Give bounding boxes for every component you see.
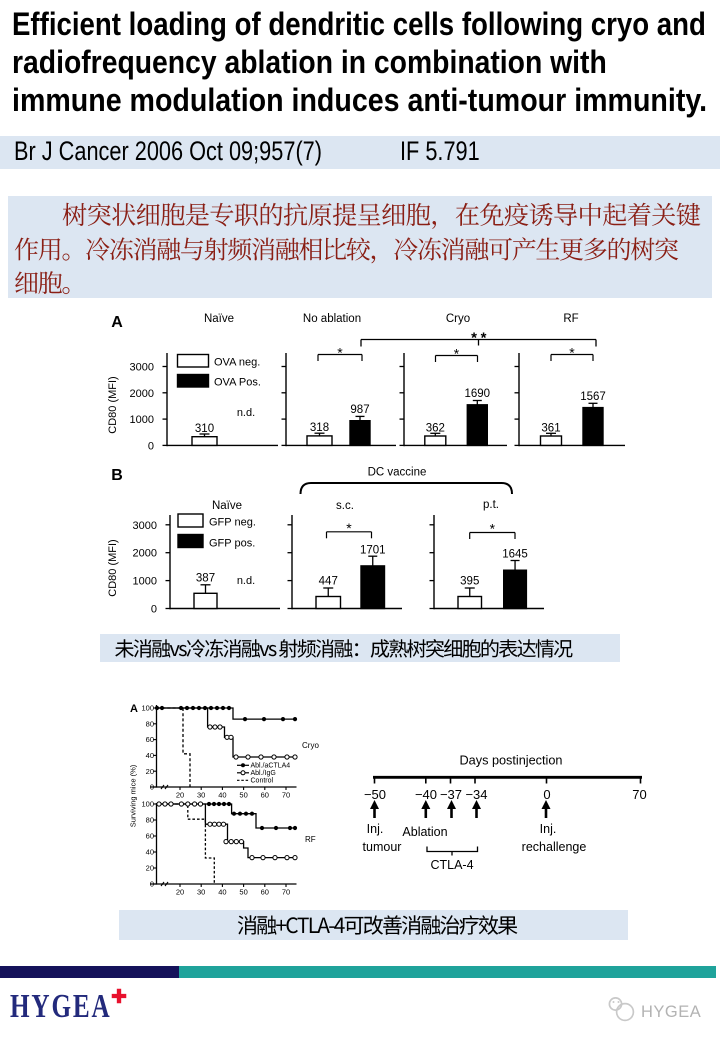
svg-text:1701: 1701 xyxy=(360,544,386,556)
svg-text:40: 40 xyxy=(218,888,226,896)
svg-text:60: 60 xyxy=(146,735,154,744)
svg-text:2000: 2000 xyxy=(133,548,157,560)
svg-text:OVA neg.: OVA neg. xyxy=(214,357,260,369)
svg-text:1000: 1000 xyxy=(130,414,154,426)
svg-text:80: 80 xyxy=(146,816,154,825)
svg-text:−37: −37 xyxy=(440,787,462,802)
svg-text:60: 60 xyxy=(146,832,154,841)
svg-text:987: 987 xyxy=(350,404,369,416)
svg-text:70: 70 xyxy=(632,787,646,802)
svg-text:20: 20 xyxy=(176,791,184,800)
svg-text:310: 310 xyxy=(195,423,214,435)
svg-text:0: 0 xyxy=(543,787,550,802)
svg-text:Abl./aCTLA4: Abl./aCTLA4 xyxy=(251,763,291,770)
svg-text:*: * xyxy=(346,520,352,536)
svg-text:A: A xyxy=(111,314,123,331)
svg-text:Cryo: Cryo xyxy=(302,741,319,750)
svg-text:1645: 1645 xyxy=(502,549,528,561)
svg-text:A: A xyxy=(130,703,138,715)
svg-text:Naïve: Naïve xyxy=(212,500,242,512)
svg-text:OVA Pos.: OVA Pos. xyxy=(214,377,261,389)
svg-text:60: 60 xyxy=(261,791,269,800)
svg-text:30: 30 xyxy=(197,888,205,896)
svg-text:40: 40 xyxy=(146,751,154,760)
svg-text:*: * xyxy=(490,521,496,537)
svg-text:20: 20 xyxy=(146,767,154,776)
svg-text:100: 100 xyxy=(141,704,154,713)
svg-text:CTLA-4: CTLA-4 xyxy=(430,858,473,872)
svg-text:Inj.: Inj. xyxy=(367,822,384,836)
svg-text:CD80 (MFI): CD80 (MFI) xyxy=(107,376,119,433)
svg-text:−50: −50 xyxy=(364,787,386,802)
svg-text:30: 30 xyxy=(197,791,205,800)
svg-text:50: 50 xyxy=(239,791,247,800)
svg-text:361: 361 xyxy=(541,422,560,434)
svg-text:GFP neg.: GFP neg. xyxy=(209,517,256,529)
svg-text:n.d.: n.d. xyxy=(237,407,255,419)
svg-text:Cryo: Cryo xyxy=(446,313,470,325)
svg-text:Naïve: Naïve xyxy=(204,313,234,325)
svg-text:−34: −34 xyxy=(465,787,487,802)
svg-text:CD80 (MFI): CD80 (MFI) xyxy=(107,539,119,596)
svg-text:1000: 1000 xyxy=(133,576,157,588)
svg-text:tumour: tumour xyxy=(363,840,402,854)
svg-text:3000: 3000 xyxy=(133,520,157,532)
svg-text:387: 387 xyxy=(196,572,215,584)
svg-text:20: 20 xyxy=(176,888,184,896)
svg-text:2000: 2000 xyxy=(130,388,154,400)
svg-text:Days postinjection: Days postinjection xyxy=(460,754,563,768)
svg-text:*: * xyxy=(569,345,575,361)
svg-text:p.t.: p.t. xyxy=(483,499,499,511)
svg-text:100: 100 xyxy=(141,800,154,809)
svg-text:0: 0 xyxy=(148,440,154,452)
svg-text:Surviving mice (%): Surviving mice (%) xyxy=(129,764,138,827)
svg-text:80: 80 xyxy=(146,719,154,728)
svg-text:1567: 1567 xyxy=(580,391,606,403)
svg-text:3000: 3000 xyxy=(130,362,154,374)
svg-text:rechallenge: rechallenge xyxy=(522,840,587,854)
svg-text:20: 20 xyxy=(146,864,154,873)
svg-text:1690: 1690 xyxy=(465,388,491,400)
svg-text:Abl./IgG: Abl./IgG xyxy=(251,770,276,777)
svg-text:Ablation: Ablation xyxy=(402,825,447,839)
svg-text:B: B xyxy=(111,467,123,484)
svg-text:RF: RF xyxy=(305,835,316,844)
svg-text:362: 362 xyxy=(426,422,445,434)
svg-text:*: * xyxy=(481,330,487,347)
svg-text:Inj.: Inj. xyxy=(540,822,557,836)
svg-text:*: * xyxy=(337,345,343,361)
svg-text:0: 0 xyxy=(150,783,154,792)
svg-text:40: 40 xyxy=(146,848,154,857)
svg-text:70: 70 xyxy=(282,791,290,800)
svg-text:s.c.: s.c. xyxy=(336,500,354,512)
svg-text:No ablation: No ablation xyxy=(303,313,361,325)
svg-text:DC vaccine: DC vaccine xyxy=(368,467,427,479)
svg-text:50: 50 xyxy=(239,888,247,896)
svg-text:0: 0 xyxy=(150,880,154,889)
svg-text:Control: Control xyxy=(251,778,274,785)
svg-text:447: 447 xyxy=(319,576,338,588)
svg-text:60: 60 xyxy=(261,888,269,896)
svg-text:n.d.: n.d. xyxy=(237,575,255,587)
svg-text:0: 0 xyxy=(151,604,157,616)
svg-text:*: * xyxy=(454,346,460,362)
svg-text:GFP pos.: GFP pos. xyxy=(209,538,255,550)
svg-text:RF: RF xyxy=(563,313,578,325)
svg-text:395: 395 xyxy=(460,576,479,588)
svg-text:*: * xyxy=(471,330,477,347)
svg-text:318: 318 xyxy=(310,422,329,434)
svg-text:−40: −40 xyxy=(415,787,437,802)
svg-text:40: 40 xyxy=(218,791,226,800)
svg-text:70: 70 xyxy=(282,888,290,896)
